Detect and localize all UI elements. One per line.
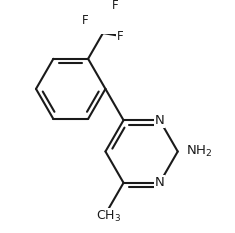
- Text: NH$_2$: NH$_2$: [186, 144, 212, 159]
- Text: N: N: [155, 176, 164, 189]
- Text: F: F: [112, 0, 119, 12]
- Text: N: N: [155, 114, 164, 127]
- Text: F: F: [82, 14, 88, 27]
- Text: CH$_3$: CH$_3$: [96, 209, 121, 224]
- Text: F: F: [117, 30, 124, 43]
